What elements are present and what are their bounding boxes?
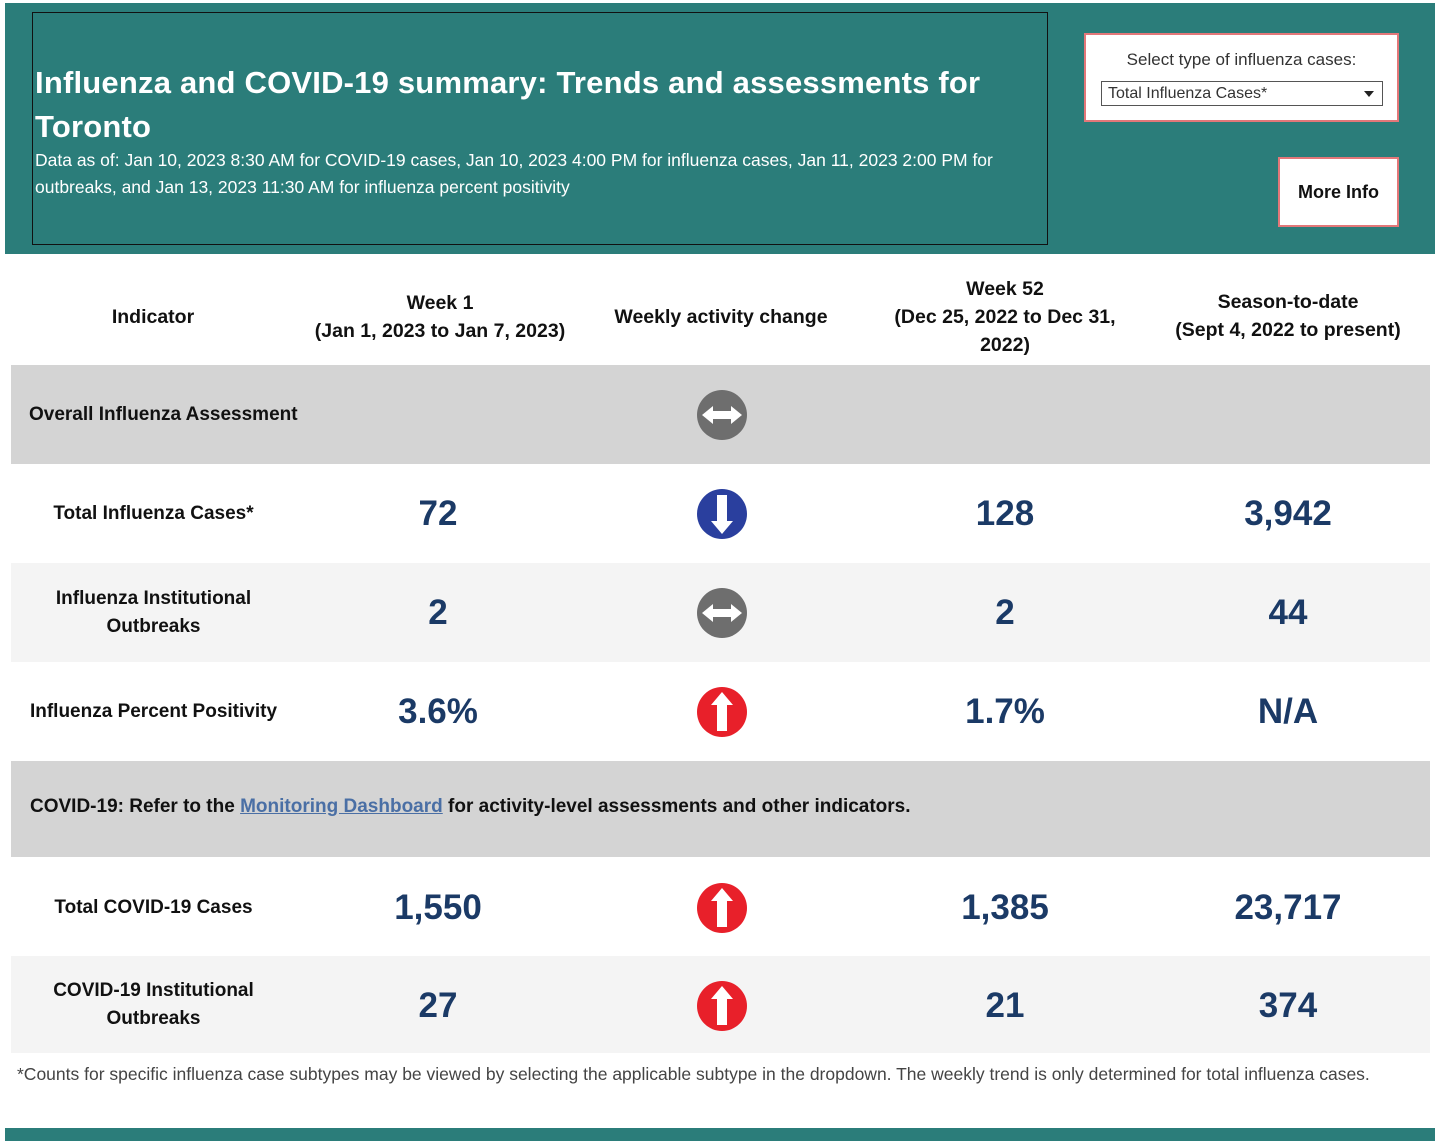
table-row: Total Influenza Cases* 72 128 3,942 (11, 464, 1430, 563)
season-title: Season-to-date (1217, 291, 1359, 313)
season-range: (Sept 4, 2022 to present) (1175, 319, 1401, 341)
column-header-week52: Week 52 (Dec 25, 2022 to Dec 31, 2022) (880, 275, 1130, 359)
monitoring-dashboard-link[interactable]: Monitoring Dashboard (240, 796, 443, 817)
table-row: Influenza Percent Positivity 3.6% 1.7% N… (11, 662, 1430, 761)
trend-same-icon (697, 390, 747, 440)
page-title: Influenza and COVID-19 summary: Trends a… (35, 65, 981, 144)
week1-title: Week 1 (406, 292, 474, 314)
row-label: Influenza Percent Positivity (29, 701, 278, 722)
week1-value: 1,550 (394, 888, 482, 927)
overall-assessment-label: Overall Influenza Assessment (29, 404, 298, 425)
data-timestamp-note: Data as of: Jan 10, 2023 8:30 AM for COV… (35, 150, 993, 197)
covid-note-before: COVID-19: Refer to the (30, 796, 241, 817)
influenza-type-dropdown[interactable]: Total Influenza Cases* (1101, 81, 1383, 106)
column-header-indicator: Indicator (111, 306, 195, 328)
footer-bar (5, 1128, 1435, 1141)
season-value: 44 (1268, 593, 1308, 632)
week52-value: 21 (985, 986, 1025, 1025)
season-value: N/A (1257, 692, 1319, 731)
covid-note-after: for activity-level assessments and other… (442, 796, 911, 817)
week1-value: 3.6% (398, 692, 478, 731)
trend-down-icon (697, 489, 747, 539)
column-header-weekly-change: Weekly activity change (614, 306, 828, 328)
trend-up-icon (697, 687, 747, 737)
table-row: Total COVID-19 Cases 1,550 1,385 23,717 (11, 857, 1430, 956)
trend-up-icon (697, 883, 747, 933)
week52-range: (Dec 25, 2022 to Dec 31, 2022) (894, 306, 1116, 356)
season-value: 23,717 (1234, 888, 1342, 927)
column-header-week1: Week 1 (Jan 1, 2023 to Jan 7, 2023) (300, 289, 580, 345)
week52-title: Week 52 (966, 278, 1044, 300)
season-value: 374 (1258, 986, 1318, 1025)
trend-up-icon (697, 981, 747, 1031)
covid-note-row: COVID-19: Refer to the Monitoring Dashbo… (11, 761, 1430, 857)
row-label: COVID-19 Institutional Outbreaks (53, 980, 254, 1029)
week52-value: 2 (995, 593, 1015, 632)
week1-value: 72 (418, 494, 458, 533)
week52-value: 128 (975, 494, 1035, 533)
column-header-season-to-date: Season-to-date (Sept 4, 2022 to present) (1160, 288, 1416, 344)
row-label: Total Influenza Cases* (53, 503, 254, 524)
week1-range: (Jan 1, 2023 to Jan 7, 2023) (314, 320, 566, 342)
dropdown-selected-value: Total Influenza Cases* (1108, 85, 1268, 102)
row-label: Total COVID-19 Cases (54, 897, 253, 918)
covid-note: COVID-19: Refer to the Monitoring Dashbo… (30, 796, 911, 818)
chevron-down-icon (1364, 91, 1374, 97)
table-row: COVID-19 Institutional Outbreaks 27 21 3… (11, 956, 1430, 1053)
week52-value: 1,385 (961, 888, 1049, 927)
week1-value: 27 (418, 986, 458, 1025)
filter-label: Select type of influenza cases: (1126, 50, 1357, 69)
season-value: 3,942 (1244, 494, 1332, 533)
week52-value: 1.7% (965, 692, 1045, 731)
row-label: Influenza Institutional Outbreaks (55, 588, 252, 637)
trend-same-icon (697, 588, 747, 638)
week1-value: 2 (428, 593, 448, 632)
footnote: *Counts for specific influenza case subt… (17, 1064, 1370, 1084)
more-info-button[interactable]: More Info (1278, 157, 1399, 227)
overall-assessment-row: Overall Influenza Assessment (11, 365, 1430, 464)
table-row: Influenza Institutional Outbreaks 2 2 44 (11, 563, 1430, 662)
title-box (32, 12, 1048, 245)
influenza-type-filter: Select type of influenza cases: Total In… (1084, 33, 1399, 122)
